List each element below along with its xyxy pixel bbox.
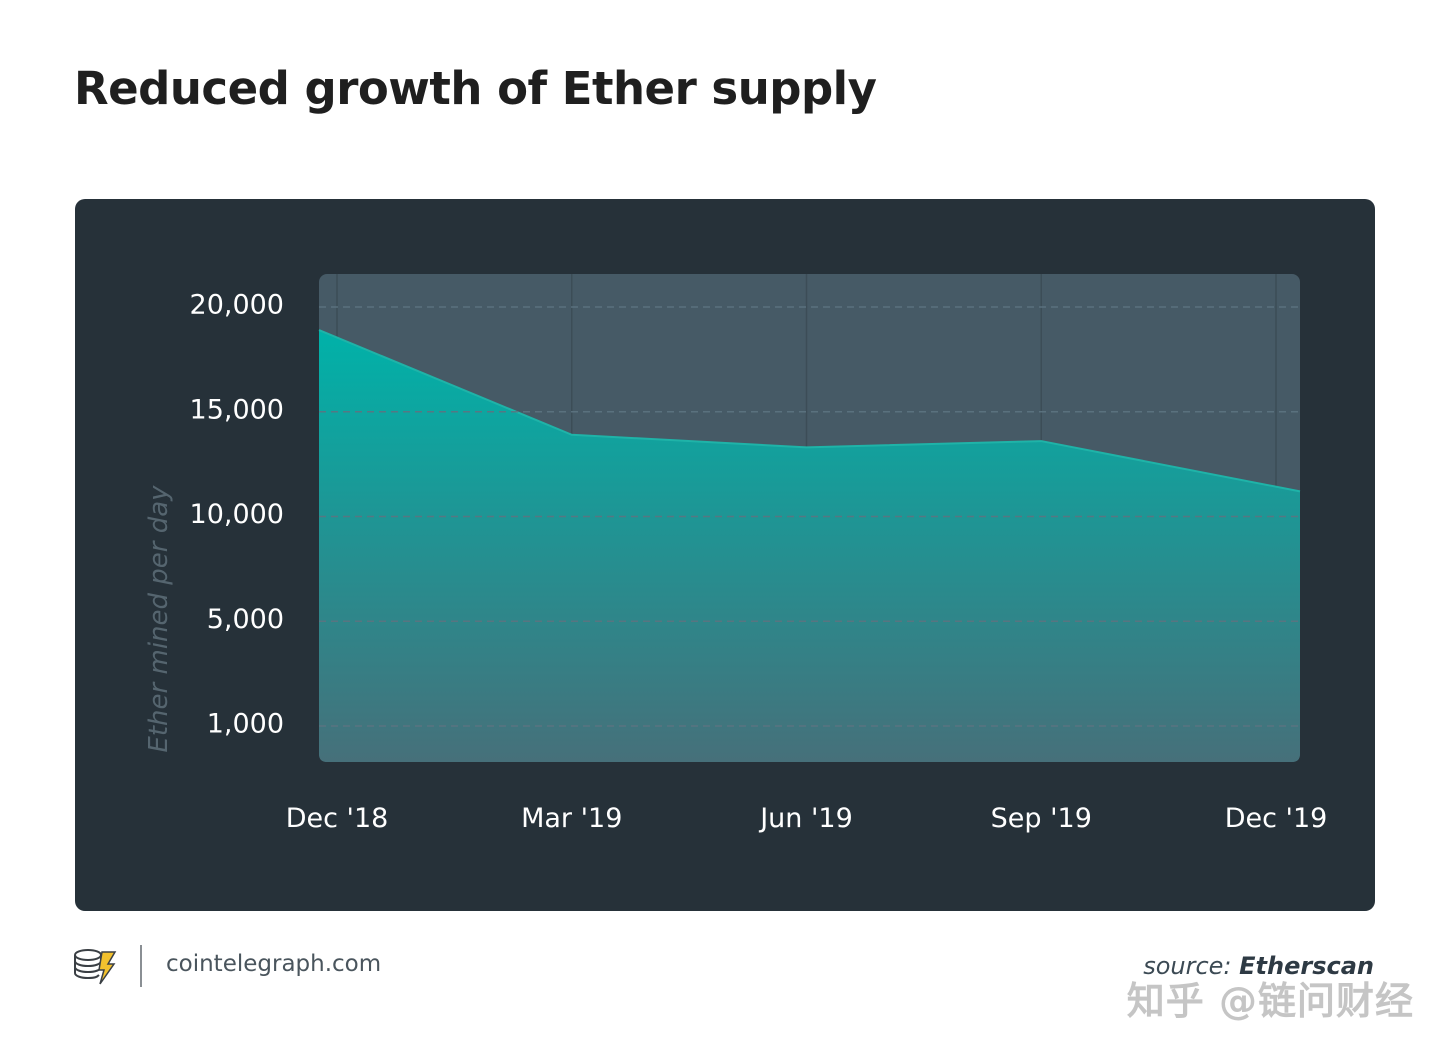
source-prefix: source:	[1143, 952, 1232, 980]
area-layer	[318, 329, 1301, 762]
y-tick-label: 10,000	[190, 499, 284, 530]
footer-site-link[interactable]: cointelegraph.com	[166, 951, 382, 977]
y-tick-label: 1,000	[207, 709, 284, 740]
chart-title: Reduced growth of Ether supply	[74, 62, 877, 115]
y-axis-label: Ether mined per day	[144, 485, 174, 753]
chart-panel: 20,000 15,000 10,000 5,000 1,000 Dec '18 Mar …	[75, 199, 1375, 911]
footer-source: source: Etherscan	[1143, 952, 1374, 980]
watermark-text: 知乎 @链问财经	[1126, 979, 1414, 1023]
footer-divider	[140, 945, 142, 987]
y-tick-label: 5,000	[207, 604, 284, 635]
x-tick-labels: Dec '18 Mar '19 Jun '19 Sep '19 Dec '19	[286, 803, 1328, 834]
x-tick-label: Dec '18	[286, 803, 389, 834]
x-tick-label: Sep '19	[991, 803, 1092, 834]
x-tick-label: Dec '19	[1225, 803, 1328, 834]
y-tick-label: 15,000	[190, 394, 284, 425]
y-tick-label: 20,000	[190, 290, 284, 321]
chart-svg: 20,000 15,000 10,000 5,000 1,000 Dec '18 Mar …	[144, 274, 1328, 834]
x-tick-label: Mar '19	[521, 803, 622, 834]
area-series-fill	[319, 330, 1300, 762]
cointelegraph-logo-icon	[74, 949, 117, 985]
y-tick-labels: 20,000 15,000 10,000 5,000 1,000	[190, 290, 284, 740]
horizontal-grid	[319, 306, 1300, 727]
x-tick-label: Jun '19	[758, 803, 853, 834]
source-name: Etherscan	[1239, 952, 1374, 980]
